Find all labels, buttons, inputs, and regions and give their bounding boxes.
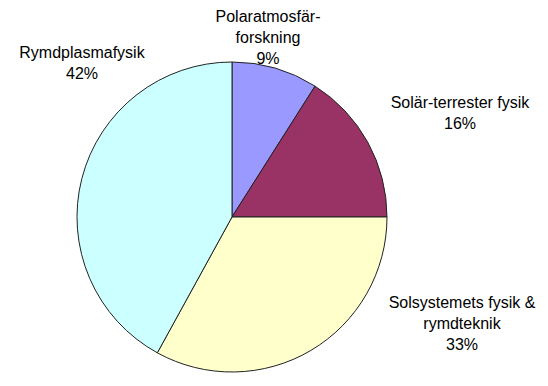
slice-label: Solär-terrester fysik [391,94,531,111]
pie-slice [77,62,232,353]
data-label: 16% [444,115,476,132]
labels: Polaratmosfär-forskning 9% Solär-terrester… [19,8,535,353]
data-label: 33% [446,336,478,353]
slice-label: Rymdplasmafysik [19,44,145,61]
data-label: 9% [256,50,279,67]
chart: Polaratmosfär-forskning 9% Solär-terrester… [0,0,548,386]
slice-label: Polaratmosfär-forskning [216,8,321,46]
data-label: 42% [66,65,98,82]
slices [77,62,387,372]
slice-label: Solsystemets fysik &rymdteknik [389,294,536,332]
pie-slice [232,86,387,217]
